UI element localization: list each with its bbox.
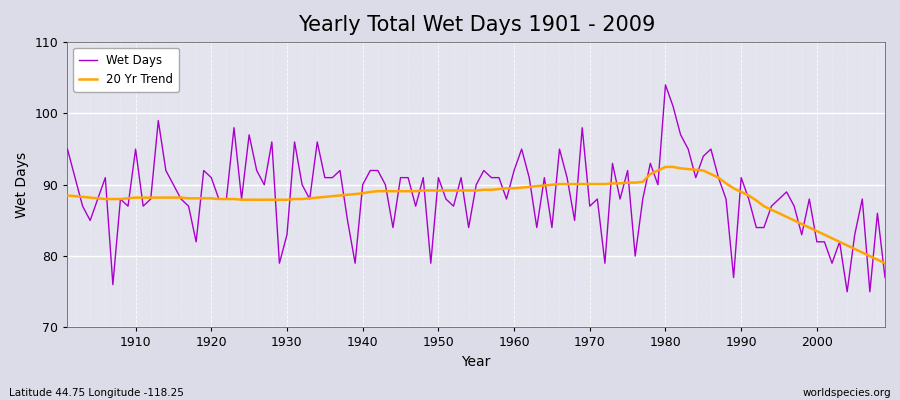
20 Yr Trend	[62, 193, 73, 198]
X-axis label: Year: Year	[462, 355, 490, 369]
Text: worldspecies.org: worldspecies.org	[803, 388, 891, 398]
Wet Days	[660, 82, 670, 87]
Wet Days	[501, 197, 512, 202]
Legend: Wet Days, 20 Yr Trend: Wet Days, 20 Yr Trend	[74, 48, 179, 92]
20 Yr Trend	[508, 186, 519, 191]
Wet Days	[289, 140, 300, 144]
20 Yr Trend	[122, 196, 133, 201]
Wet Days	[879, 275, 890, 280]
Wet Days	[62, 147, 73, 152]
Wet Days	[335, 168, 346, 173]
20 Yr Trend	[289, 197, 300, 202]
Wet Days	[842, 289, 852, 294]
Y-axis label: Wet Days: Wet Days	[15, 152, 29, 218]
20 Yr Trend	[599, 182, 610, 186]
Wet Days	[599, 261, 610, 266]
20 Yr Trend	[660, 164, 670, 169]
20 Yr Trend	[335, 193, 346, 198]
Line: 20 Yr Trend: 20 Yr Trend	[68, 167, 885, 263]
Text: Latitude 44.75 Longitude -118.25: Latitude 44.75 Longitude -118.25	[9, 388, 184, 398]
Line: Wet Days: Wet Days	[68, 85, 885, 292]
Title: Yearly Total Wet Days 1901 - 2009: Yearly Total Wet Days 1901 - 2009	[298, 15, 655, 35]
20 Yr Trend	[501, 186, 512, 191]
Wet Days	[508, 168, 519, 173]
Wet Days	[122, 204, 133, 208]
20 Yr Trend	[879, 261, 890, 266]
